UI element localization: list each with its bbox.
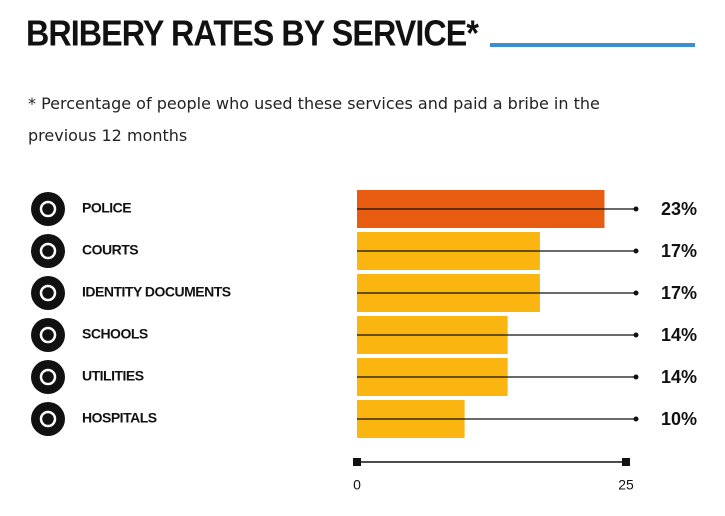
x-tick xyxy=(622,458,630,466)
category-label: COURTS xyxy=(82,242,138,258)
leader-dot xyxy=(633,332,639,338)
x-tick-label: 25 xyxy=(618,477,634,493)
value-label: 14% xyxy=(661,367,697,387)
note-box: * Percentage of people who used these se… xyxy=(28,94,600,145)
leader-dot xyxy=(633,416,639,422)
value-label: 23% xyxy=(661,199,697,219)
leader-dot xyxy=(633,248,639,254)
category-label: POLICE xyxy=(82,200,131,216)
chart-title: BRIBERY RATES BY SERVICE* xyxy=(26,13,479,54)
category-label: IDENTITY DOCUMENTS xyxy=(82,284,231,300)
chart-note: * Percentage of people who used these se… xyxy=(28,94,600,145)
icon-glyph xyxy=(39,368,57,386)
category-label: UTILITIES xyxy=(82,368,144,384)
icon-circle xyxy=(31,360,65,394)
icon-circle xyxy=(31,234,65,268)
leader-dot xyxy=(633,290,639,296)
x-tick-label: 0 xyxy=(353,477,361,493)
icon-glyph xyxy=(39,284,57,302)
icon-circle xyxy=(31,402,65,436)
leader-dot xyxy=(633,374,639,380)
category-label: HOSPITALS xyxy=(82,410,157,426)
icon-glyph xyxy=(39,200,57,218)
value-label: 17% xyxy=(661,283,697,303)
value-label: 14% xyxy=(661,325,697,345)
value-label: 10% xyxy=(661,409,697,429)
icon-circle xyxy=(31,276,65,310)
value-label: 17% xyxy=(661,241,697,261)
icon-circle xyxy=(31,192,65,226)
x-tick xyxy=(353,458,361,466)
icon-glyph xyxy=(39,242,57,260)
leader-dot xyxy=(633,206,639,212)
icon-glyph xyxy=(39,410,57,428)
category-label: SCHOOLS xyxy=(82,326,148,342)
icon-glyph xyxy=(39,326,57,344)
icon-circle xyxy=(31,318,65,352)
